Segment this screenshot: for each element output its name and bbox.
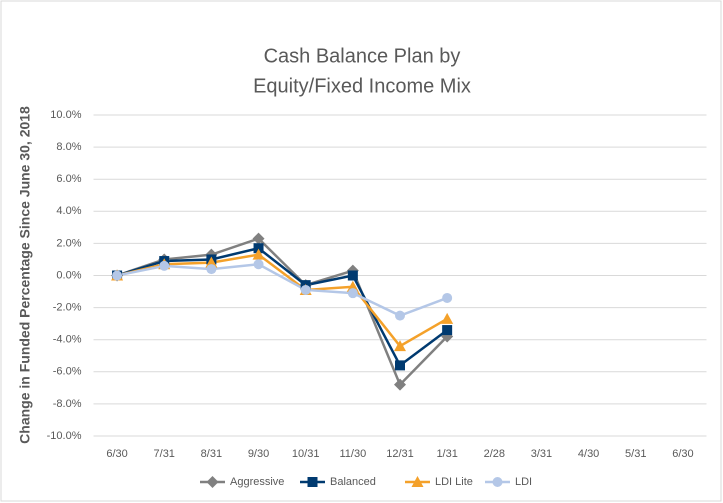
x-tick-label: 11/30 (339, 448, 366, 460)
y-tick-label: 8.0% (56, 141, 81, 153)
y-tick-label: 0.0% (56, 269, 81, 281)
x-tick-label: 1/31 (436, 448, 457, 460)
legend-marker (492, 477, 503, 487)
x-tick-label: 8/31 (201, 448, 222, 460)
x-tick-label: 3/31 (531, 448, 552, 460)
data-point (112, 270, 123, 281)
series-line (116, 237, 449, 387)
data-point (394, 340, 406, 352)
legend-label: LDI (515, 476, 532, 488)
x-tick-label: 7/31 (154, 448, 175, 460)
y-tick-label: -10.0% (47, 430, 82, 442)
y-axis-label: Change in Funded Percentage Since June 3… (17, 106, 33, 444)
data-point (346, 280, 359, 292)
y-tick-label: 6.0% (56, 173, 81, 185)
data-point (253, 243, 264, 254)
data-point (206, 264, 217, 275)
legend-label: Balanced (330, 476, 376, 488)
x-tick-label: 10/31 (292, 448, 320, 460)
y-tick-label: -6.0% (53, 366, 82, 378)
legend-label: Aggressive (230, 476, 284, 488)
series-line (116, 262, 448, 317)
chart-title: Equity/Fixed Income Mix (253, 75, 471, 97)
data-point (159, 260, 170, 271)
data-point (253, 259, 264, 270)
y-tick-label: 4.0% (56, 205, 81, 217)
legend-marker (411, 476, 424, 487)
data-point (347, 270, 358, 281)
data-point (205, 256, 218, 268)
data-point (300, 284, 311, 295)
data-point (252, 248, 265, 260)
legend-marker (206, 476, 219, 488)
legend-label: LDI Lite (435, 476, 473, 488)
y-tick-label: -2.0% (53, 302, 82, 314)
data-point (395, 310, 405, 321)
y-tick-label: -4.0% (53, 334, 82, 346)
x-tick-label: 4/30 (578, 448, 599, 460)
x-tick-label: 5/31 (625, 448, 646, 460)
data-point (347, 288, 358, 299)
data-point (252, 232, 265, 245)
data-point (441, 312, 454, 324)
series-line (116, 246, 448, 368)
y-tick-label: -8.0% (53, 398, 82, 410)
legend-marker (307, 477, 318, 487)
x-tick-label: 9/30 (248, 448, 269, 460)
y-tick-label: 10.0% (50, 109, 81, 121)
x-tick-label: 2/28 (484, 448, 505, 460)
x-tick-label: 12/31 (386, 448, 414, 460)
data-point (395, 360, 405, 371)
data-point (442, 325, 453, 336)
series-line (116, 253, 448, 348)
x-tick-label: 6/30 (672, 448, 693, 460)
data-point (442, 292, 453, 303)
x-tick-label: 6/30 (106, 448, 127, 460)
data-point (394, 378, 406, 391)
chart-title: Cash Balance Plan by (264, 45, 461, 67)
y-tick-label: 2.0% (56, 237, 81, 249)
